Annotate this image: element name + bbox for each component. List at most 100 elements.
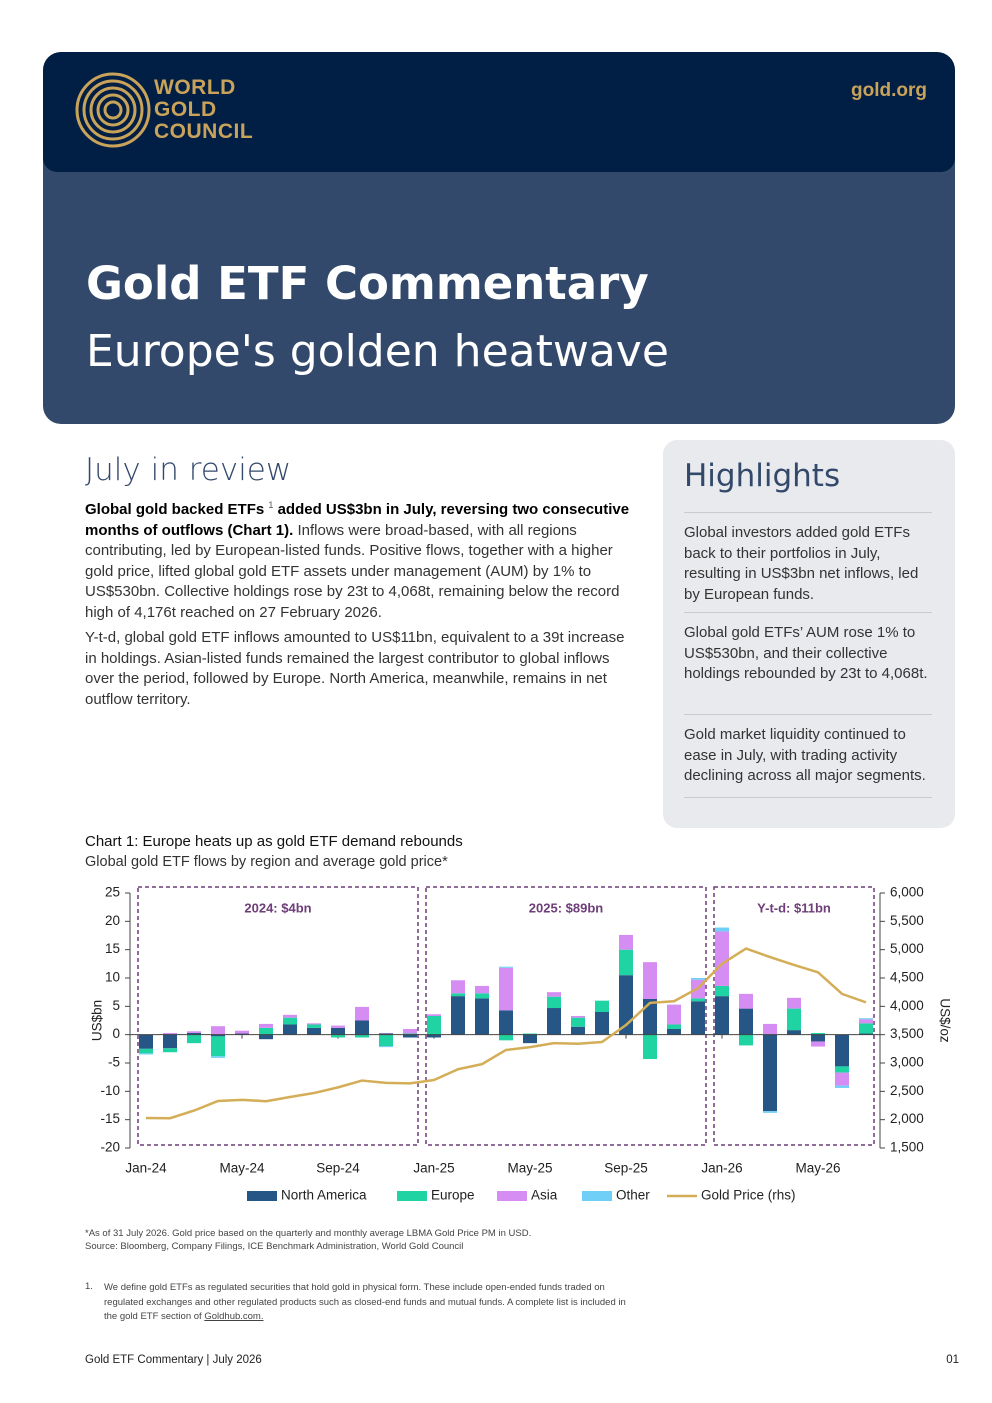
bar-segment (187, 1034, 201, 1044)
logo-mark (75, 72, 151, 148)
bar-segment (451, 980, 465, 994)
bar-segment (499, 967, 513, 1011)
bar-segment (595, 1012, 609, 1035)
bar-segment (835, 1066, 849, 1073)
bar-segment (715, 927, 729, 932)
bar-segment (211, 1056, 225, 1058)
bar-segment (307, 1023, 321, 1025)
y-tick-label: -5 (108, 1055, 120, 1070)
body-text: Inflows were broad-based, with all regio… (85, 521, 620, 621)
legend-swatch (247, 1191, 277, 1201)
bar-segment (571, 1017, 585, 1027)
bar-segment (259, 1023, 273, 1028)
bar-segment (355, 1034, 369, 1038)
bar-segment (283, 1017, 297, 1025)
bar-segment (667, 1024, 681, 1029)
bar-segment (571, 1026, 585, 1035)
legend-label: Gold Price (rhs) (701, 1188, 796, 1203)
footnote-ref: 1 (268, 500, 274, 510)
bar-segment (163, 1048, 177, 1053)
x-tick-label: May-26 (795, 1161, 840, 1176)
bar-segment (499, 1034, 513, 1041)
site-link[interactable]: gold.org (851, 80, 927, 101)
y-tick-label: 15 (105, 941, 120, 956)
logo-text: GOLD (154, 98, 217, 121)
bar-segment (283, 1014, 297, 1018)
y2-tick-label: 5,000 (890, 941, 924, 956)
x-tick-label: Sep-24 (316, 1161, 360, 1176)
bar-segment (643, 998, 657, 1035)
footnote-link[interactable]: Goldhub.com. (204, 1311, 264, 1322)
bar-segment (739, 993, 753, 1009)
bar-segment (427, 1014, 441, 1016)
highlight-item: Global investors added gold ETFs back to… (684, 512, 932, 605)
chart-title: Chart 1: Europe heats up as gold ETF dem… (85, 833, 463, 850)
bar-segment (331, 1025, 345, 1028)
bar-segment (787, 1008, 801, 1031)
bar-segment (739, 1034, 753, 1046)
period-label: Y-t-d: $11bn (757, 900, 831, 915)
bar-segment (715, 996, 729, 1035)
legend-swatch (497, 1191, 527, 1201)
paragraph: Global gold backed ETFs 1 added US$3bn i… (85, 495, 635, 623)
bar-segment (427, 1034, 441, 1038)
bar-segment (811, 1041, 825, 1047)
bar-segment (571, 1015, 585, 1018)
bar-segment (307, 1027, 321, 1035)
bar-segment (547, 1008, 561, 1035)
footnote-text: We define gold ETFs as regulated securit… (104, 1282, 626, 1322)
chart-source: Source: Bloomberg, Company Filings, ICE … (85, 1241, 464, 1252)
bar-segment (667, 1004, 681, 1025)
bar-segment (691, 1001, 705, 1035)
bar-segment (403, 1034, 417, 1038)
y-axis-label: US$bn (90, 1000, 105, 1041)
footnote: We define gold ETFs as regulated securit… (104, 1281, 639, 1325)
bar-segment (475, 998, 489, 1035)
bar-segment (523, 1033, 537, 1035)
bar-segment (355, 1006, 369, 1021)
bar-segment (331, 1027, 345, 1035)
x-tick-label: Jan-25 (413, 1161, 454, 1176)
y2-tick-label: 6,000 (890, 885, 924, 900)
bar-segment (859, 1023, 873, 1034)
period-box (137, 886, 419, 1146)
bar-segment (283, 1024, 297, 1035)
legend-label: Europe (431, 1188, 475, 1203)
bar-segment (835, 1085, 849, 1088)
y-tick-label: 5 (112, 998, 120, 1013)
bar-segment (139, 1053, 153, 1055)
y2-tick-label: 2,000 (890, 1111, 924, 1126)
y2-tick-label: 2,500 (890, 1083, 924, 1098)
bar-segment (811, 1034, 825, 1042)
logo-text: COUNCIL (154, 120, 254, 143)
legend-swatch (397, 1191, 427, 1201)
y2-tick-label: 3,500 (890, 1026, 924, 1041)
bar-segment (379, 1046, 393, 1048)
bar-segment (235, 1030, 249, 1034)
y-tick-label: 10 (105, 970, 120, 985)
bar-segment (715, 931, 729, 986)
bar-segment (691, 998, 705, 1002)
chart-note: *As of 31 July 2026. Gold price based on… (85, 1228, 532, 1239)
x-tick-label: May-24 (219, 1161, 265, 1176)
bar-segment (187, 1032, 201, 1035)
legend-label: North America (281, 1188, 367, 1203)
bar-segment (211, 1036, 225, 1057)
bar-segment (475, 993, 489, 999)
bar-segment (499, 966, 513, 968)
highlight-item: Global gold ETFs’ AUM rose 1% to US$530b… (684, 612, 932, 685)
chart-subtitle: Global gold ETF flows by region and aver… (85, 854, 448, 870)
bar-segment (619, 975, 633, 1035)
bar-segment (667, 1029, 681, 1035)
top-band: WORLD GOLD COUNCIL gold.org (43, 52, 955, 172)
section-heading: July in review (85, 452, 292, 488)
x-tick-label: May-25 (507, 1161, 552, 1176)
bar-segment (211, 1034, 225, 1037)
lead: added US$3bn in July, reversing two cons… (85, 501, 630, 539)
logo-text: WORLD (154, 76, 236, 99)
bar-segment (787, 997, 801, 1009)
y-tick-label: -20 (100, 1140, 120, 1155)
bar-segment (739, 1008, 753, 1035)
bar-segment (787, 1030, 801, 1035)
